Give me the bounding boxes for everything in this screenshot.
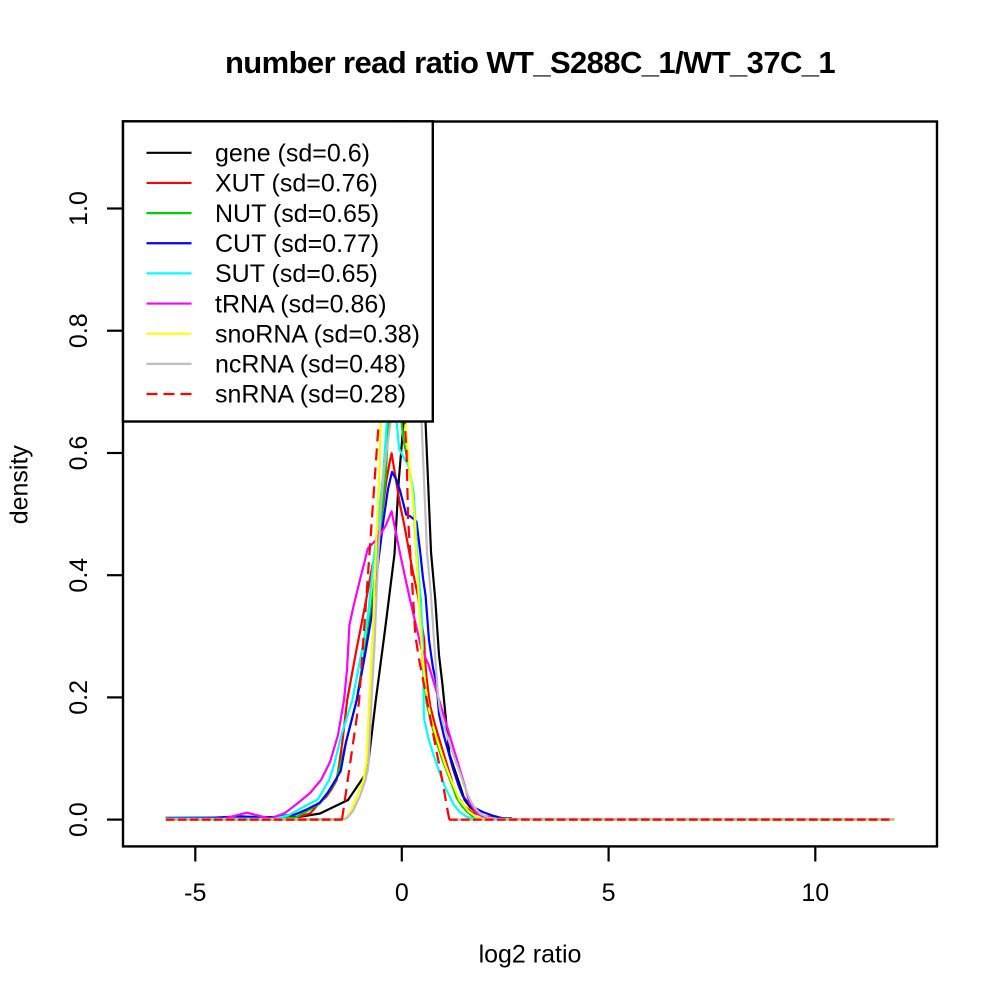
- svg-text:0.0: 0.0: [65, 802, 93, 837]
- svg-text:snRNA (sd=0.28): snRNA (sd=0.28): [215, 381, 406, 409]
- svg-text:snoRNA (sd=0.38): snoRNA (sd=0.38): [215, 320, 420, 348]
- svg-text:CUT (sd=0.77): CUT (sd=0.77): [215, 230, 379, 258]
- svg-text:0: 0: [395, 879, 409, 907]
- svg-text:SUT (sd=0.65): SUT (sd=0.65): [215, 260, 378, 288]
- svg-text:10: 10: [801, 879, 829, 907]
- svg-text:tRNA (sd=0.86): tRNA (sd=0.86): [215, 290, 387, 318]
- svg-text:0.8: 0.8: [65, 313, 93, 348]
- svg-text:XUT (sd=0.76): XUT (sd=0.76): [215, 170, 378, 198]
- svg-text:log2 ratio: log2 ratio: [479, 941, 582, 969]
- svg-text:-5: -5: [184, 879, 206, 907]
- svg-text:1.0: 1.0: [65, 191, 93, 226]
- svg-text:5: 5: [602, 879, 616, 907]
- svg-text:gene (sd=0.6): gene (sd=0.6): [215, 140, 370, 168]
- svg-text:0.2: 0.2: [65, 680, 93, 715]
- svg-text:0.4: 0.4: [65, 558, 93, 593]
- svg-text:ncRNA (sd=0.48): ncRNA (sd=0.48): [215, 351, 406, 379]
- svg-text:NUT (sd=0.65): NUT (sd=0.65): [215, 200, 379, 228]
- svg-text:number read ratio WT_S288C_1/W: number read ratio WT_S288C_1/WT_37C_1: [225, 45, 835, 80]
- svg-text:0.6: 0.6: [65, 436, 93, 471]
- svg-text:density: density: [6, 445, 34, 525]
